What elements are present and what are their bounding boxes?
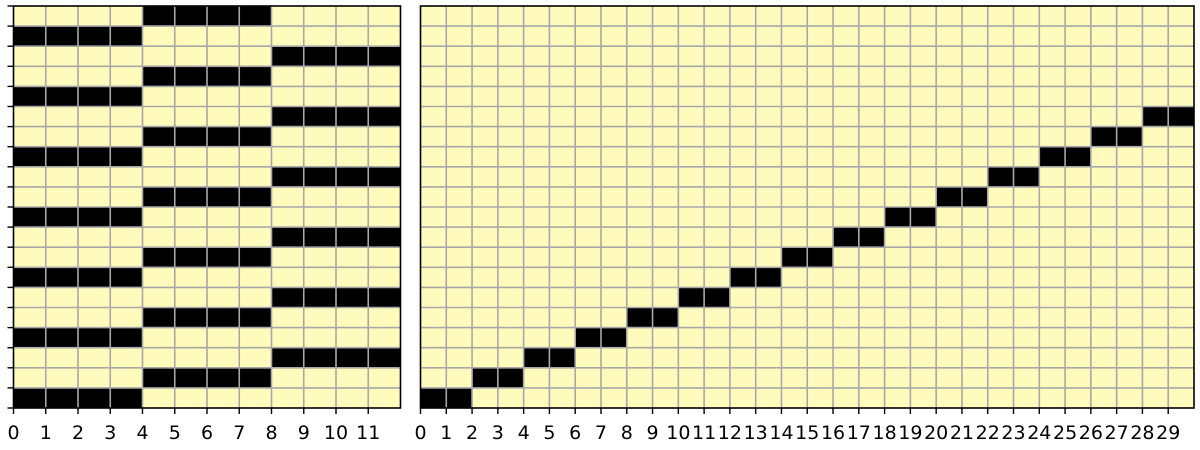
x-tick-label: 11 — [356, 422, 380, 444]
x-tick-label: 25 — [1053, 422, 1077, 444]
x-tick-label: 10 — [666, 422, 690, 444]
x-tick-label: 0 — [414, 422, 426, 444]
x-tick-label: 5 — [543, 422, 555, 444]
x-tick-label: 23 — [1001, 422, 1025, 444]
x-tick-label: 10 — [324, 422, 348, 444]
x-tick-label: 8 — [621, 422, 633, 444]
x-tick-label: 2 — [72, 422, 84, 444]
x-tick-label: 6 — [569, 422, 581, 444]
x-tick-label: 1 — [40, 422, 52, 444]
x-tick-label: 29 — [1156, 422, 1180, 444]
x-tick-label: 8 — [265, 422, 277, 444]
x-tick-label: 7 — [233, 422, 245, 444]
x-tick-label: 5 — [169, 422, 181, 444]
left-pattern-grid: 0 1 2 3 4 5 6 7 8 9 10 11 — [7, 5, 402, 444]
x-tick-label: 7 — [595, 422, 607, 444]
x-tick-label: 21 — [950, 422, 974, 444]
x-tick-label: 22 — [976, 422, 1000, 444]
x-tick-label: 9 — [298, 422, 310, 444]
x-tick-label: 16 — [821, 422, 845, 444]
x-tick-label: 1 — [440, 422, 452, 444]
x-tick-label: 12 — [718, 422, 742, 444]
right-diagonal-grid: 0 1 2 3 4 5 6 7 8 9 10 11 12 13 14 15 16 17 18 19 20 21 22 23 24… — [414, 5, 1195, 444]
x-tick-label: 27 — [1105, 422, 1129, 444]
x-tick-label: 4 — [518, 422, 530, 444]
x-tick-label: 26 — [1079, 422, 1103, 444]
x-tick-label: 3 — [492, 422, 504, 444]
x-tick-label: 6 — [201, 422, 213, 444]
x-tick-label: 0 — [7, 422, 19, 444]
x-tick-label: 9 — [647, 422, 659, 444]
x-tick-label: 24 — [1027, 422, 1051, 444]
x-tick-label: 19 — [898, 422, 922, 444]
x-tick-label: 3 — [104, 422, 116, 444]
x-tick-label: 17 — [847, 422, 871, 444]
x-tick-label: 2 — [466, 422, 478, 444]
x-tick-label: 4 — [136, 422, 148, 444]
x-tick-label: 20 — [924, 422, 948, 444]
x-tick-label: 11 — [692, 422, 716, 444]
x-tick-label: 13 — [744, 422, 768, 444]
x-tick-label: 28 — [1130, 422, 1154, 444]
x-tick-label: 14 — [769, 422, 793, 444]
x-tick-label: 18 — [873, 422, 897, 444]
x-tick-label: 15 — [795, 422, 819, 444]
